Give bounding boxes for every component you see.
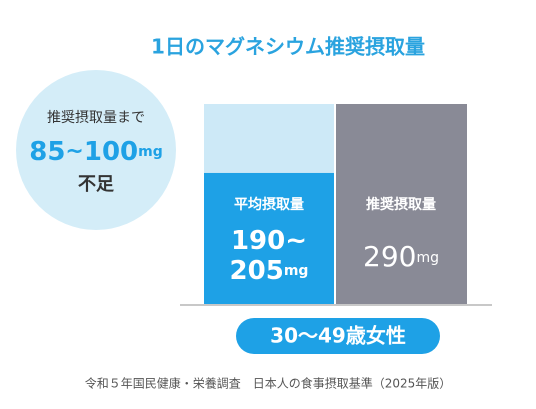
intake-range-2: 205mg [230,256,309,286]
recommended-value: 290 [363,240,416,273]
intake-min: 190 [231,226,285,256]
callout-suffix: 不足 [78,174,114,195]
callout-unit: mg [138,144,163,160]
intake-separator: ~ [285,226,307,256]
intake-range-1: 190~ [231,226,307,256]
source: 令和５年国民健康・栄養調査 日本人の食事摂取基準（2025年版） [85,376,452,391]
callout-max: 100 [84,137,138,167]
group-label: 30〜49歳女性 [270,324,406,348]
intake-bar [204,172,334,304]
title: 1日のマグネシウム推奨摂取量 [151,35,425,59]
intake-max: 205 [230,256,284,286]
recommended-unit: mg [416,250,439,266]
intake-label: 平均摂取量 [234,196,304,213]
callout-text: 推奨摂取量まで [47,110,145,126]
recommended-label: 推奨摂取量 [366,196,436,213]
recommended-bar [336,104,467,304]
group-pill [236,318,440,354]
callout-separator: ~ [65,139,83,164]
intake-unit: mg [284,263,309,279]
recommended-value-label: 290mg [363,240,439,273]
callout-min: 85 [29,137,65,167]
callout-bubble [16,70,176,230]
callout-range: 85~100mg [29,137,163,167]
